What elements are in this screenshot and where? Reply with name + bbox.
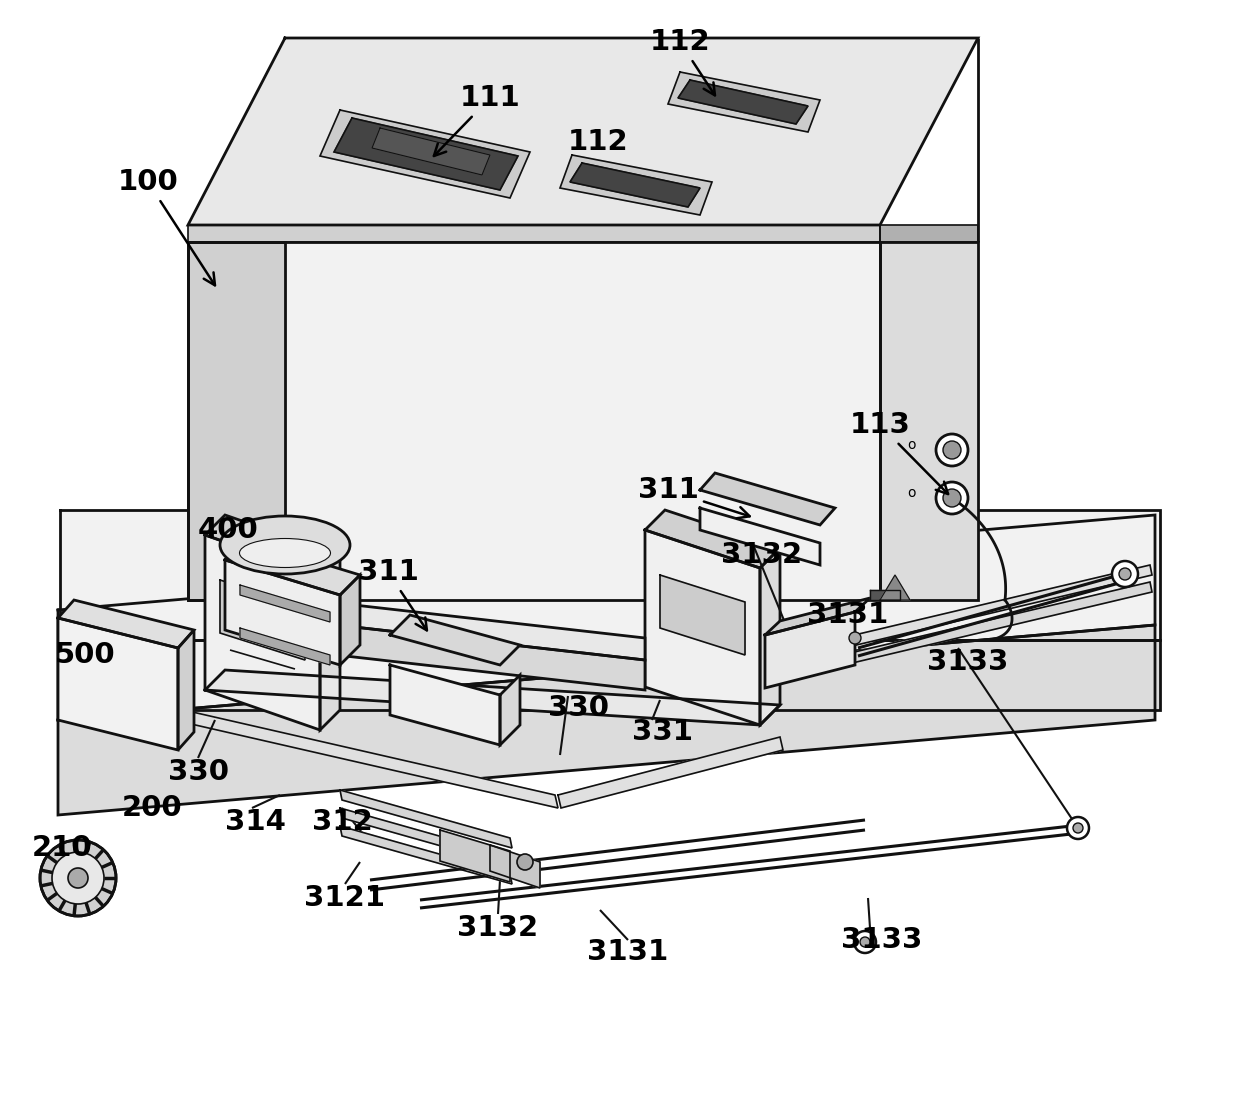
- Polygon shape: [340, 575, 360, 665]
- Circle shape: [1073, 824, 1083, 833]
- Polygon shape: [558, 737, 782, 808]
- Polygon shape: [320, 110, 529, 198]
- Polygon shape: [205, 535, 320, 730]
- Polygon shape: [58, 600, 193, 648]
- Text: 330: 330: [167, 757, 228, 786]
- Polygon shape: [391, 665, 500, 745]
- Polygon shape: [219, 580, 305, 659]
- Text: 311: 311: [357, 558, 427, 631]
- Polygon shape: [668, 72, 820, 132]
- Polygon shape: [320, 555, 340, 730]
- Polygon shape: [880, 575, 910, 600]
- Polygon shape: [205, 515, 340, 575]
- Polygon shape: [490, 844, 539, 889]
- Polygon shape: [678, 80, 808, 124]
- Polygon shape: [188, 242, 285, 600]
- Polygon shape: [340, 808, 512, 866]
- Text: 210: 210: [32, 833, 92, 862]
- Polygon shape: [60, 640, 1159, 710]
- Polygon shape: [770, 582, 1152, 682]
- Text: 500: 500: [55, 641, 115, 669]
- Text: 100: 100: [118, 168, 215, 285]
- Polygon shape: [241, 585, 330, 622]
- Text: 330: 330: [548, 694, 609, 722]
- Text: 111: 111: [434, 84, 521, 156]
- Polygon shape: [870, 590, 900, 600]
- Circle shape: [936, 482, 968, 514]
- Polygon shape: [224, 560, 340, 665]
- Text: o: o: [908, 486, 916, 500]
- Text: 3132: 3132: [722, 541, 802, 569]
- Circle shape: [40, 840, 117, 916]
- Polygon shape: [58, 625, 1154, 815]
- Polygon shape: [660, 575, 745, 655]
- Polygon shape: [140, 700, 558, 808]
- Polygon shape: [372, 128, 490, 175]
- Circle shape: [849, 632, 861, 644]
- Polygon shape: [205, 671, 780, 724]
- Text: 3131: 3131: [588, 938, 668, 966]
- Polygon shape: [880, 225, 978, 242]
- Circle shape: [1118, 568, 1131, 580]
- Polygon shape: [701, 508, 820, 565]
- Text: 3132: 3132: [458, 914, 538, 942]
- Polygon shape: [188, 242, 880, 600]
- Polygon shape: [570, 163, 701, 207]
- Polygon shape: [645, 530, 760, 724]
- Polygon shape: [391, 615, 520, 665]
- Circle shape: [52, 852, 104, 904]
- Polygon shape: [188, 225, 880, 242]
- Polygon shape: [334, 118, 518, 190]
- Polygon shape: [880, 242, 978, 600]
- Text: o: o: [908, 438, 916, 453]
- Polygon shape: [58, 515, 1154, 720]
- Text: 312: 312: [311, 808, 372, 836]
- Polygon shape: [765, 612, 856, 688]
- Polygon shape: [760, 548, 780, 724]
- Polygon shape: [770, 565, 1152, 665]
- Polygon shape: [241, 628, 330, 665]
- Text: 3131: 3131: [807, 601, 889, 629]
- Polygon shape: [224, 539, 360, 595]
- Circle shape: [936, 434, 968, 466]
- Text: 3133: 3133: [841, 926, 923, 953]
- Circle shape: [942, 489, 961, 506]
- Text: 112: 112: [650, 28, 715, 96]
- Circle shape: [1112, 562, 1138, 587]
- Circle shape: [942, 442, 961, 459]
- Polygon shape: [310, 600, 645, 659]
- Polygon shape: [500, 675, 520, 745]
- Text: 200: 200: [122, 794, 182, 822]
- Polygon shape: [440, 830, 510, 882]
- Circle shape: [517, 854, 533, 870]
- Text: 314: 314: [224, 808, 285, 836]
- Polygon shape: [560, 155, 712, 215]
- Text: 331: 331: [631, 718, 692, 746]
- Text: 311: 311: [637, 476, 750, 519]
- Circle shape: [854, 931, 875, 953]
- Text: 113: 113: [849, 411, 949, 494]
- Circle shape: [861, 937, 870, 947]
- Polygon shape: [340, 791, 512, 848]
- Polygon shape: [188, 39, 978, 225]
- Polygon shape: [179, 630, 193, 750]
- Polygon shape: [701, 473, 835, 525]
- Ellipse shape: [219, 516, 350, 574]
- Text: 3121: 3121: [305, 884, 386, 912]
- Polygon shape: [765, 598, 870, 635]
- Text: 3133: 3133: [928, 648, 1008, 676]
- Polygon shape: [60, 510, 1159, 640]
- Polygon shape: [58, 618, 179, 750]
- Polygon shape: [340, 826, 512, 884]
- Polygon shape: [310, 622, 645, 690]
- Text: 400: 400: [197, 516, 258, 544]
- Circle shape: [68, 868, 88, 889]
- Text: 112: 112: [568, 128, 629, 156]
- Ellipse shape: [239, 538, 331, 567]
- Circle shape: [1066, 817, 1089, 839]
- Polygon shape: [645, 510, 780, 568]
